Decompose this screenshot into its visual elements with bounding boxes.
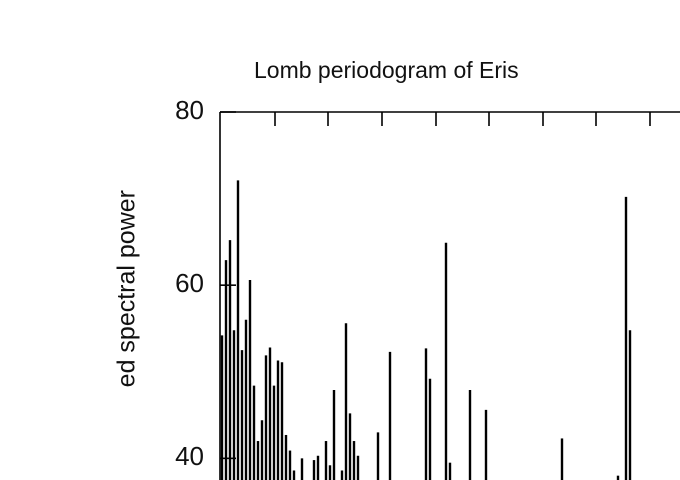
- y-tick-label: 80: [175, 95, 204, 125]
- y-tick-label: 60: [175, 268, 204, 298]
- y-tick-label: 40: [175, 441, 204, 471]
- y-axis-label: ed spectral power: [113, 190, 141, 387]
- axis-frame: [219, 111, 680, 480]
- chart-title: Lomb periodogram of Eris: [254, 57, 519, 83]
